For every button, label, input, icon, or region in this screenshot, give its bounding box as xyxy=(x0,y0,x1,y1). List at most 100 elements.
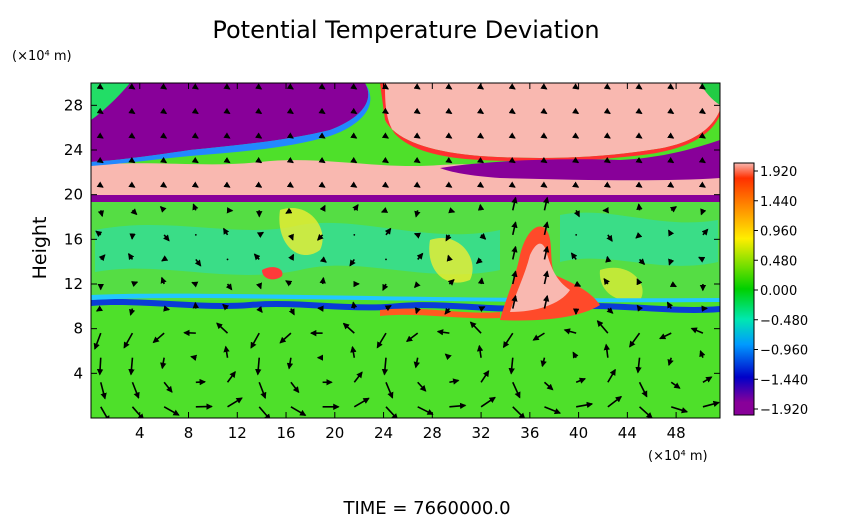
vector-arrow xyxy=(192,301,199,309)
vector-arrow xyxy=(128,357,135,376)
vector-arrow xyxy=(508,83,516,90)
vector-arrow xyxy=(414,307,421,315)
vector-arrow xyxy=(445,107,453,115)
vector-arrow xyxy=(543,381,554,391)
vector-arrow xyxy=(511,196,518,211)
vector-arrow xyxy=(475,257,483,264)
y-tick-label: 28 xyxy=(64,96,83,114)
vector-arrow xyxy=(563,328,577,335)
vector-arrow xyxy=(477,203,485,211)
vector-arrow xyxy=(445,132,453,139)
vector-arrow xyxy=(384,304,392,312)
vector-arrow xyxy=(667,132,675,139)
vector-dot xyxy=(194,233,197,236)
vector-arrow xyxy=(699,350,706,358)
plot-frame xyxy=(90,82,721,419)
vector-arrow xyxy=(255,107,263,115)
colorbar-tick-label: −1.440 xyxy=(760,373,808,388)
vector-arrow xyxy=(659,332,672,340)
vector-arrow xyxy=(381,357,389,376)
vector-arrow xyxy=(93,332,102,350)
x-tick-label: 20 xyxy=(325,424,344,442)
vector-arrow xyxy=(542,270,550,285)
vector-arrow xyxy=(290,406,307,417)
vector-arrow xyxy=(191,181,199,188)
x-tick-label: 16 xyxy=(276,424,295,442)
vector-arrow xyxy=(160,181,168,188)
x-tick-label: 48 xyxy=(667,424,686,442)
vector-arrow xyxy=(131,381,140,399)
vector-arrow xyxy=(698,181,706,188)
vector-arrow xyxy=(258,406,271,418)
vector-arrow xyxy=(413,132,421,139)
colorbar-tick-label: −1.920 xyxy=(760,403,808,418)
y-tick-label: 24 xyxy=(64,141,83,159)
vector-arrow xyxy=(667,107,675,115)
vector-arrow xyxy=(160,357,167,370)
vector-arrow xyxy=(540,357,547,368)
x-tick-label: 36 xyxy=(520,424,539,442)
vector-arrow xyxy=(542,294,550,309)
vector-arrow xyxy=(603,277,610,286)
vector-arrow xyxy=(414,210,421,218)
vector-arrow xyxy=(508,181,516,188)
chart-title: Potential Temperature Deviation xyxy=(212,16,599,44)
vector-arrow xyxy=(160,132,168,139)
x-tick-label: 32 xyxy=(472,424,491,442)
vector-arrow xyxy=(255,357,262,376)
vector-arrow xyxy=(445,83,453,90)
vector-arrow xyxy=(160,156,168,164)
vector-arrow xyxy=(256,231,265,238)
vector-arrow xyxy=(635,357,642,374)
vector-arrow xyxy=(638,258,646,266)
colorbar-tick-label: 1.440 xyxy=(760,195,797,210)
vector-arrow xyxy=(667,181,675,188)
vector-arrow xyxy=(350,107,358,115)
vector-arrow xyxy=(413,181,421,188)
vector-arrow xyxy=(405,332,419,343)
vector-arrow xyxy=(350,181,358,188)
vector-arrow xyxy=(572,351,579,359)
vector-arrow xyxy=(160,107,168,115)
vector-arrow xyxy=(131,406,145,418)
vector-arrow xyxy=(128,181,136,188)
vector-arrow xyxy=(573,209,580,218)
vector-arrow xyxy=(99,382,107,400)
y-tick-label: 8 xyxy=(73,320,83,338)
vector-arrow xyxy=(540,107,548,115)
colorbar-tick-label: −0.960 xyxy=(760,344,808,359)
vector-arrow xyxy=(384,227,392,236)
colorbar-tick-label: 0.480 xyxy=(760,254,797,269)
vector-arrow xyxy=(223,83,231,90)
vector-arrow xyxy=(160,83,168,90)
vector-arrow xyxy=(667,357,674,366)
vector-arrow xyxy=(572,156,580,164)
vector-arrow xyxy=(512,381,521,399)
vector-arrow xyxy=(95,305,104,312)
vector-arrow xyxy=(413,156,421,164)
vector-arrow xyxy=(192,203,199,211)
vector-arrow xyxy=(191,83,199,90)
vector-arrow xyxy=(318,83,326,90)
vector-arrow xyxy=(413,107,421,115)
vector-arrow xyxy=(287,233,294,241)
vector-arrow xyxy=(191,281,199,288)
vector-arrow xyxy=(160,276,167,285)
vector-arrow xyxy=(290,381,300,394)
vector-arrow xyxy=(318,107,326,115)
purple-under-right xyxy=(440,140,720,181)
vector-arrow xyxy=(511,270,518,285)
vector-dot xyxy=(385,258,387,261)
vector-arrow xyxy=(413,281,421,289)
vector-arrow xyxy=(350,301,358,309)
vector-arrow xyxy=(605,255,612,263)
vector-arrow xyxy=(191,156,199,164)
vector-arrow xyxy=(635,181,643,188)
vector-arrow xyxy=(701,228,709,236)
vector-arrow xyxy=(413,357,420,369)
vector-arrow xyxy=(98,254,106,262)
vector-arrow xyxy=(163,406,180,416)
vector-arrow xyxy=(191,132,199,139)
vector-arrow xyxy=(508,156,516,164)
